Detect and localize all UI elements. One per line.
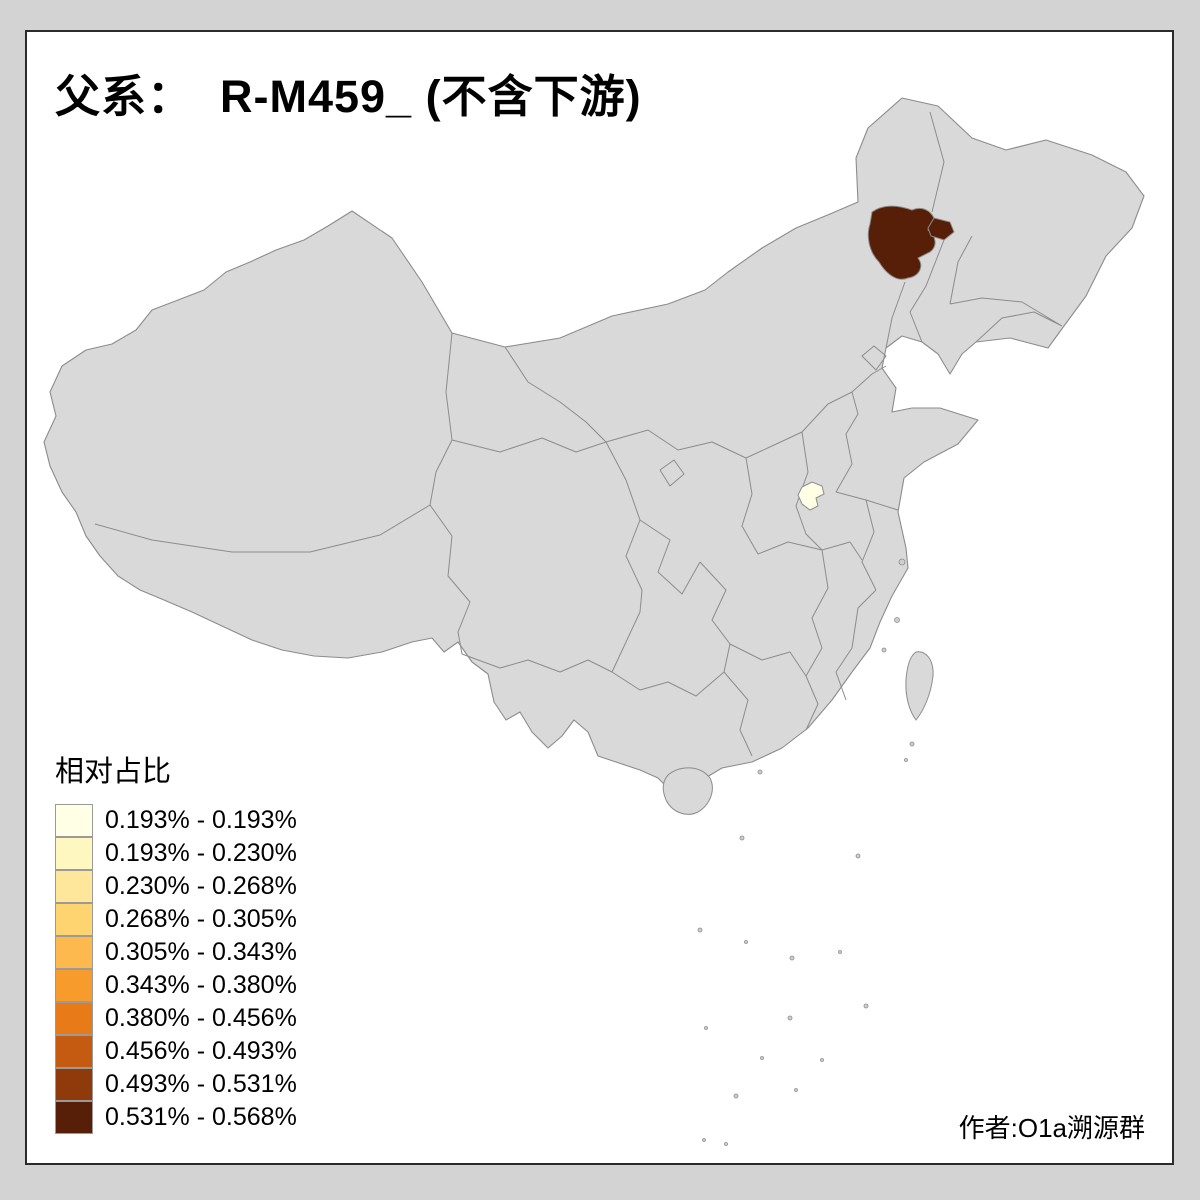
legend-swatch [55,836,93,870]
legend-swatch [55,803,93,837]
legend: 相对占比 0.193% - 0.193% 0.193% - 0.230% 0.2… [55,748,375,1134]
legend-label: 0.193% - 0.193% [105,806,297,834]
legend-item: 0.456% - 0.493% [55,1034,375,1068]
legend-item: 0.493% - 0.531% [55,1067,375,1101]
legend-swatch [55,1034,93,1068]
legend-label: 0.193% - 0.230% [105,839,297,867]
legend-label: 0.531% - 0.568% [105,1103,297,1131]
legend-item: 0.193% - 0.193% [55,803,375,837]
legend-swatch [55,1100,93,1134]
legend-item: 0.230% - 0.268% [55,869,375,903]
page-title: 父系： R-M459_ (不含下游) [55,71,642,122]
legend-swatch [55,1001,93,1035]
legend-label: 0.268% - 0.305% [105,905,297,933]
legend-swatch [55,935,93,969]
legend-label: 0.493% - 0.531% [105,1070,297,1098]
legend-label: 0.343% - 0.380% [105,971,297,999]
legend-swatch [55,902,93,936]
legend-item: 0.531% - 0.568% [55,1100,375,1134]
legend-swatch [55,968,93,1002]
legend-item: 0.305% - 0.343% [55,935,375,969]
legend-item: 0.343% - 0.380% [55,968,375,1002]
legend-item: 0.380% - 0.456% [55,1001,375,1035]
legend-item: 0.193% - 0.230% [55,836,375,870]
legend-label: 0.305% - 0.343% [105,938,297,966]
legend-title: 相对占比 [55,756,172,788]
legend-label: 0.230% - 0.268% [105,872,297,900]
legend-label: 0.380% - 0.456% [105,1004,297,1032]
author-credit: 作者:O1a溯源群 [958,1113,1145,1143]
legend-label: 0.456% - 0.493% [105,1037,297,1065]
legend-swatch [55,1067,93,1101]
legend-item: 0.268% - 0.305% [55,902,375,936]
legend-swatch [55,869,93,903]
